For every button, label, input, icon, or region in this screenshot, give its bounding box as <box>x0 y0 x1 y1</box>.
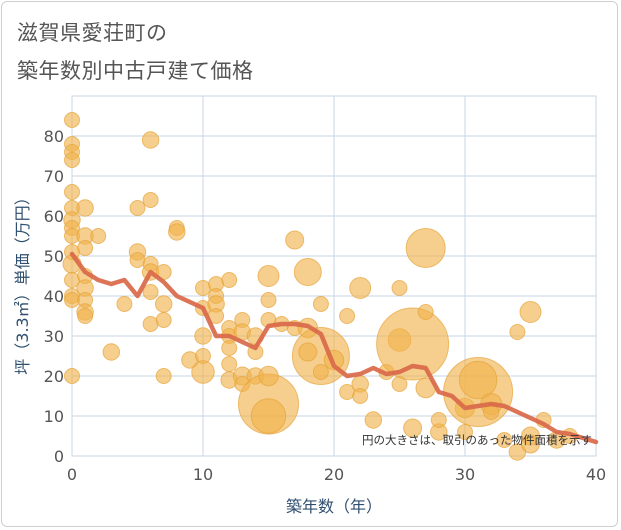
bubble-point <box>376 307 450 381</box>
bubble-point <box>64 368 80 384</box>
bubble-point <box>64 184 80 200</box>
bubble-point <box>129 200 146 216</box>
bubble-point <box>430 412 447 428</box>
y-tick-label: 10 <box>44 407 64 426</box>
x-tick-label: 10 <box>193 465 213 484</box>
bubble-point <box>191 360 215 384</box>
x-tick-label: 40 <box>586 465 606 484</box>
y-tick-label: 80 <box>44 127 64 146</box>
y-tick-label: 60 <box>44 207 64 226</box>
x-tick-label: 20 <box>324 465 344 484</box>
bubble-point <box>257 265 280 287</box>
bubble-point <box>509 324 526 340</box>
average-price-line <box>69 251 599 445</box>
bubble-point <box>141 131 160 149</box>
bubble-point <box>250 398 287 434</box>
bubble-point <box>221 272 238 288</box>
bubble-point <box>221 356 238 372</box>
x-tick-label: 0 <box>67 465 77 484</box>
bubble-size-note: 円の大きさは、取引のあった物件面積を示す <box>362 433 592 447</box>
bubble-point <box>417 304 434 320</box>
y-tick-label: 0 <box>54 447 64 466</box>
bubble-point <box>312 364 329 380</box>
bubble-point <box>391 280 408 296</box>
bubble-point <box>458 360 498 400</box>
bubble-point <box>457 424 473 440</box>
bubble-point <box>405 228 446 268</box>
bubble-point <box>291 327 350 385</box>
bubble-point <box>519 301 542 323</box>
bubble-point <box>116 296 133 312</box>
bubble-point <box>142 192 159 208</box>
y-tick-label: 50 <box>44 247 64 266</box>
y-tick-label: 70 <box>44 167 64 186</box>
bubble-point <box>260 292 277 308</box>
bubble-point <box>293 258 322 286</box>
bubble-point <box>77 240 94 256</box>
bubble-point <box>403 418 423 438</box>
bubbles <box>62 112 578 461</box>
y-tick-label: 40 <box>44 287 64 306</box>
bubble-point <box>352 388 369 404</box>
bubble-point <box>64 112 80 128</box>
bubble-point <box>194 327 212 345</box>
y-axis-title: 坪（3.3㎡）単価（万円） <box>13 189 32 374</box>
bubble-point <box>155 368 172 384</box>
y-tick-label: 30 <box>44 327 64 346</box>
bubble-point <box>90 228 107 244</box>
chart-title-line-1: 滋賀県愛荘町の <box>17 21 168 45</box>
x-tick-label: 30 <box>455 465 475 484</box>
chart-title-line-2: 築年数別中古戸建て価格 <box>17 59 254 83</box>
bubble-point <box>298 342 318 362</box>
bubble-point <box>285 230 305 250</box>
bubble-point <box>102 343 121 361</box>
y-ticks: 0 10 20 30 40 50 60 70 80 <box>44 127 64 466</box>
y-tick-label: 20 <box>44 367 64 386</box>
bubble-point <box>364 411 383 429</box>
bubble-point <box>142 284 159 300</box>
bubble-point <box>77 308 94 324</box>
bubble-point <box>154 295 173 313</box>
bubble-point <box>496 432 513 448</box>
x-axis-title: 築年数（年） <box>286 497 382 516</box>
bubble-point <box>312 296 329 312</box>
bubble-point <box>521 434 540 454</box>
bubble-point <box>64 152 80 168</box>
bubble-point <box>258 365 279 387</box>
bubble-point <box>349 277 372 299</box>
bubble-point <box>339 308 356 324</box>
average-line <box>69 251 599 445</box>
bubble-point <box>76 199 94 217</box>
bubble-point <box>155 312 172 328</box>
x-ticks: 0 10 20 30 40 <box>67 465 606 484</box>
bubble-point <box>221 340 238 356</box>
bubble-point <box>168 223 186 241</box>
